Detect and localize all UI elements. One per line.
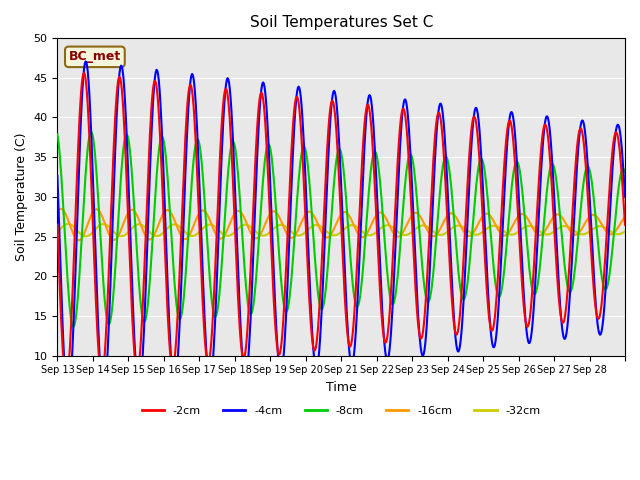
-16cm	[401, 225, 409, 231]
-2cm	[276, 351, 284, 357]
-2cm	[401, 113, 409, 119]
-4cm	[276, 365, 284, 371]
-16cm	[433, 231, 441, 237]
-32cm	[276, 222, 284, 228]
-32cm	[82, 234, 90, 240]
-16cm	[57, 206, 65, 212]
-8cm	[276, 256, 284, 262]
-32cm	[64, 221, 72, 227]
X-axis label: Time: Time	[326, 381, 356, 394]
-4cm	[64, 395, 72, 401]
Line: -4cm: -4cm	[58, 61, 625, 398]
-2cm	[122, 150, 129, 156]
Text: BC_met: BC_met	[68, 50, 121, 63]
-8cm	[70, 324, 77, 329]
-4cm	[122, 107, 129, 112]
-8cm	[122, 133, 129, 139]
-32cm	[621, 228, 629, 234]
Title: Soil Temperatures Set C: Soil Temperatures Set C	[250, 15, 433, 30]
-8cm	[254, 251, 262, 256]
Legend: -2cm, -4cm, -8cm, -16cm, -32cm: -2cm, -4cm, -8cm, -16cm, -32cm	[138, 401, 545, 420]
-4cm	[433, 123, 441, 129]
-32cm	[226, 233, 234, 239]
-4cm	[254, 137, 262, 143]
-32cm	[122, 232, 129, 238]
-8cm	[88, 129, 95, 135]
-8cm	[433, 225, 441, 231]
-2cm	[621, 222, 629, 228]
Line: -2cm: -2cm	[58, 73, 625, 378]
-2cm	[226, 118, 234, 123]
-32cm	[54, 229, 61, 235]
-4cm	[226, 86, 234, 92]
-16cm	[75, 238, 83, 243]
-16cm	[122, 216, 129, 221]
Line: -8cm: -8cm	[58, 132, 625, 326]
-2cm	[80, 70, 88, 76]
-2cm	[54, 222, 61, 228]
-2cm	[254, 113, 262, 119]
-4cm	[54, 173, 61, 179]
-16cm	[621, 214, 629, 220]
-16cm	[54, 209, 61, 215]
-4cm	[621, 194, 629, 200]
-16cm	[226, 221, 234, 227]
-32cm	[433, 231, 441, 237]
-4cm	[401, 96, 409, 102]
-8cm	[54, 132, 61, 137]
-8cm	[401, 180, 409, 186]
-32cm	[254, 231, 262, 237]
Line: -16cm: -16cm	[58, 209, 625, 240]
-2cm	[63, 375, 70, 381]
-8cm	[226, 152, 234, 158]
Y-axis label: Soil Temperature (C): Soil Temperature (C)	[15, 132, 28, 261]
-16cm	[254, 235, 262, 240]
-8cm	[621, 169, 629, 175]
-16cm	[276, 215, 284, 220]
-2cm	[433, 115, 441, 120]
Line: -32cm: -32cm	[58, 224, 625, 237]
-4cm	[82, 59, 90, 64]
-32cm	[401, 232, 409, 238]
